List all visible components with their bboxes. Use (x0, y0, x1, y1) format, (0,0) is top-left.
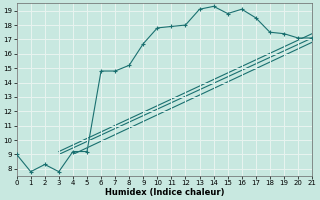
X-axis label: Humidex (Indice chaleur): Humidex (Indice chaleur) (105, 188, 224, 197)
